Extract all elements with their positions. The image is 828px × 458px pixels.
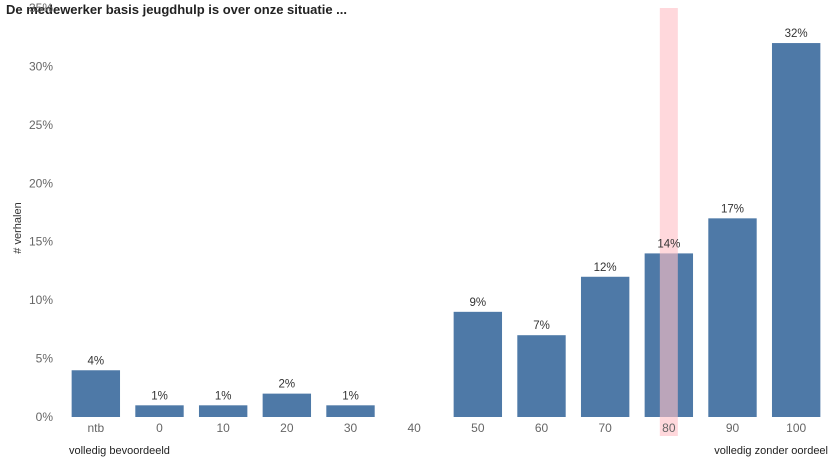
x-tick-label-100: 100 <box>786 421 806 435</box>
bar-70 <box>580 276 630 417</box>
data-label-50: 9% <box>470 297 487 309</box>
data-label-0: 1% <box>151 390 168 402</box>
x-axis-start-label: volledig bevoordeeld <box>69 445 170 457</box>
y-tick-label: 30% <box>29 59 53 73</box>
x-tick-label-40: 40 <box>407 421 421 435</box>
x-tick-label-60: 60 <box>535 421 549 435</box>
x-tick-label-0: 0 <box>156 421 163 435</box>
x-tick-label-70: 70 <box>598 421 612 435</box>
y-tick-label: 10% <box>29 293 53 307</box>
bar-0 <box>135 405 184 417</box>
data-label-20: 2% <box>279 379 296 391</box>
data-label-60: 7% <box>533 320 550 332</box>
data-label-80: 14% <box>657 238 680 250</box>
data-label-90: 17% <box>721 203 744 215</box>
data-label-ntb: 4% <box>88 355 105 367</box>
bar-60 <box>517 335 566 417</box>
chart-title: De medewerker basis jeugdhulp is over on… <box>6 2 347 17</box>
x-tick-label-30: 30 <box>344 421 358 435</box>
bar-90 <box>708 218 757 417</box>
x-tick-label-10: 10 <box>216 421 230 435</box>
bar-ntb <box>71 370 121 417</box>
y-tick-label: 15% <box>29 235 53 249</box>
x-tick-label-20: 20 <box>280 421 294 435</box>
bar-50 <box>453 311 503 417</box>
x-tick-label-90: 90 <box>726 421 740 435</box>
y-tick-label: 5% <box>36 352 54 366</box>
x-tick-label-80: 80 <box>662 421 676 435</box>
bar-10 <box>198 405 248 417</box>
bar-30 <box>326 405 375 417</box>
x-axis: ntb 0 10 20 30 40 50 60 70 80 90 100 <box>87 421 806 435</box>
x-tick-label-50: 50 <box>471 421 485 435</box>
highlight-band <box>659 8 678 436</box>
bar-20 <box>262 393 312 417</box>
y-axis: 0% 5% 10% 15% 20% 25% 30% 35% <box>29 1 53 424</box>
y-tick-label: 25% <box>29 118 53 132</box>
y-tick-label: 0% <box>36 410 54 424</box>
data-label-10: 1% <box>215 390 232 402</box>
y-axis-label: # verhalen <box>12 202 24 253</box>
y-tick-label: 35% <box>29 1 53 15</box>
data-label-70: 12% <box>594 262 617 274</box>
y-tick-label: 20% <box>29 176 53 190</box>
data-labels: 4% 1% 1% 2% 1% 9% 7% 12% 14% 17% 32% <box>88 28 808 402</box>
data-label-100: 32% <box>785 28 808 40</box>
bars <box>71 43 821 418</box>
bar-100 <box>771 43 821 418</box>
highlight-band-80 <box>659 8 678 436</box>
x-axis-end-label: volledig zonder oordeel <box>714 445 828 457</box>
data-label-30: 1% <box>342 390 359 402</box>
x-tick-label-ntb: ntb <box>87 421 104 435</box>
